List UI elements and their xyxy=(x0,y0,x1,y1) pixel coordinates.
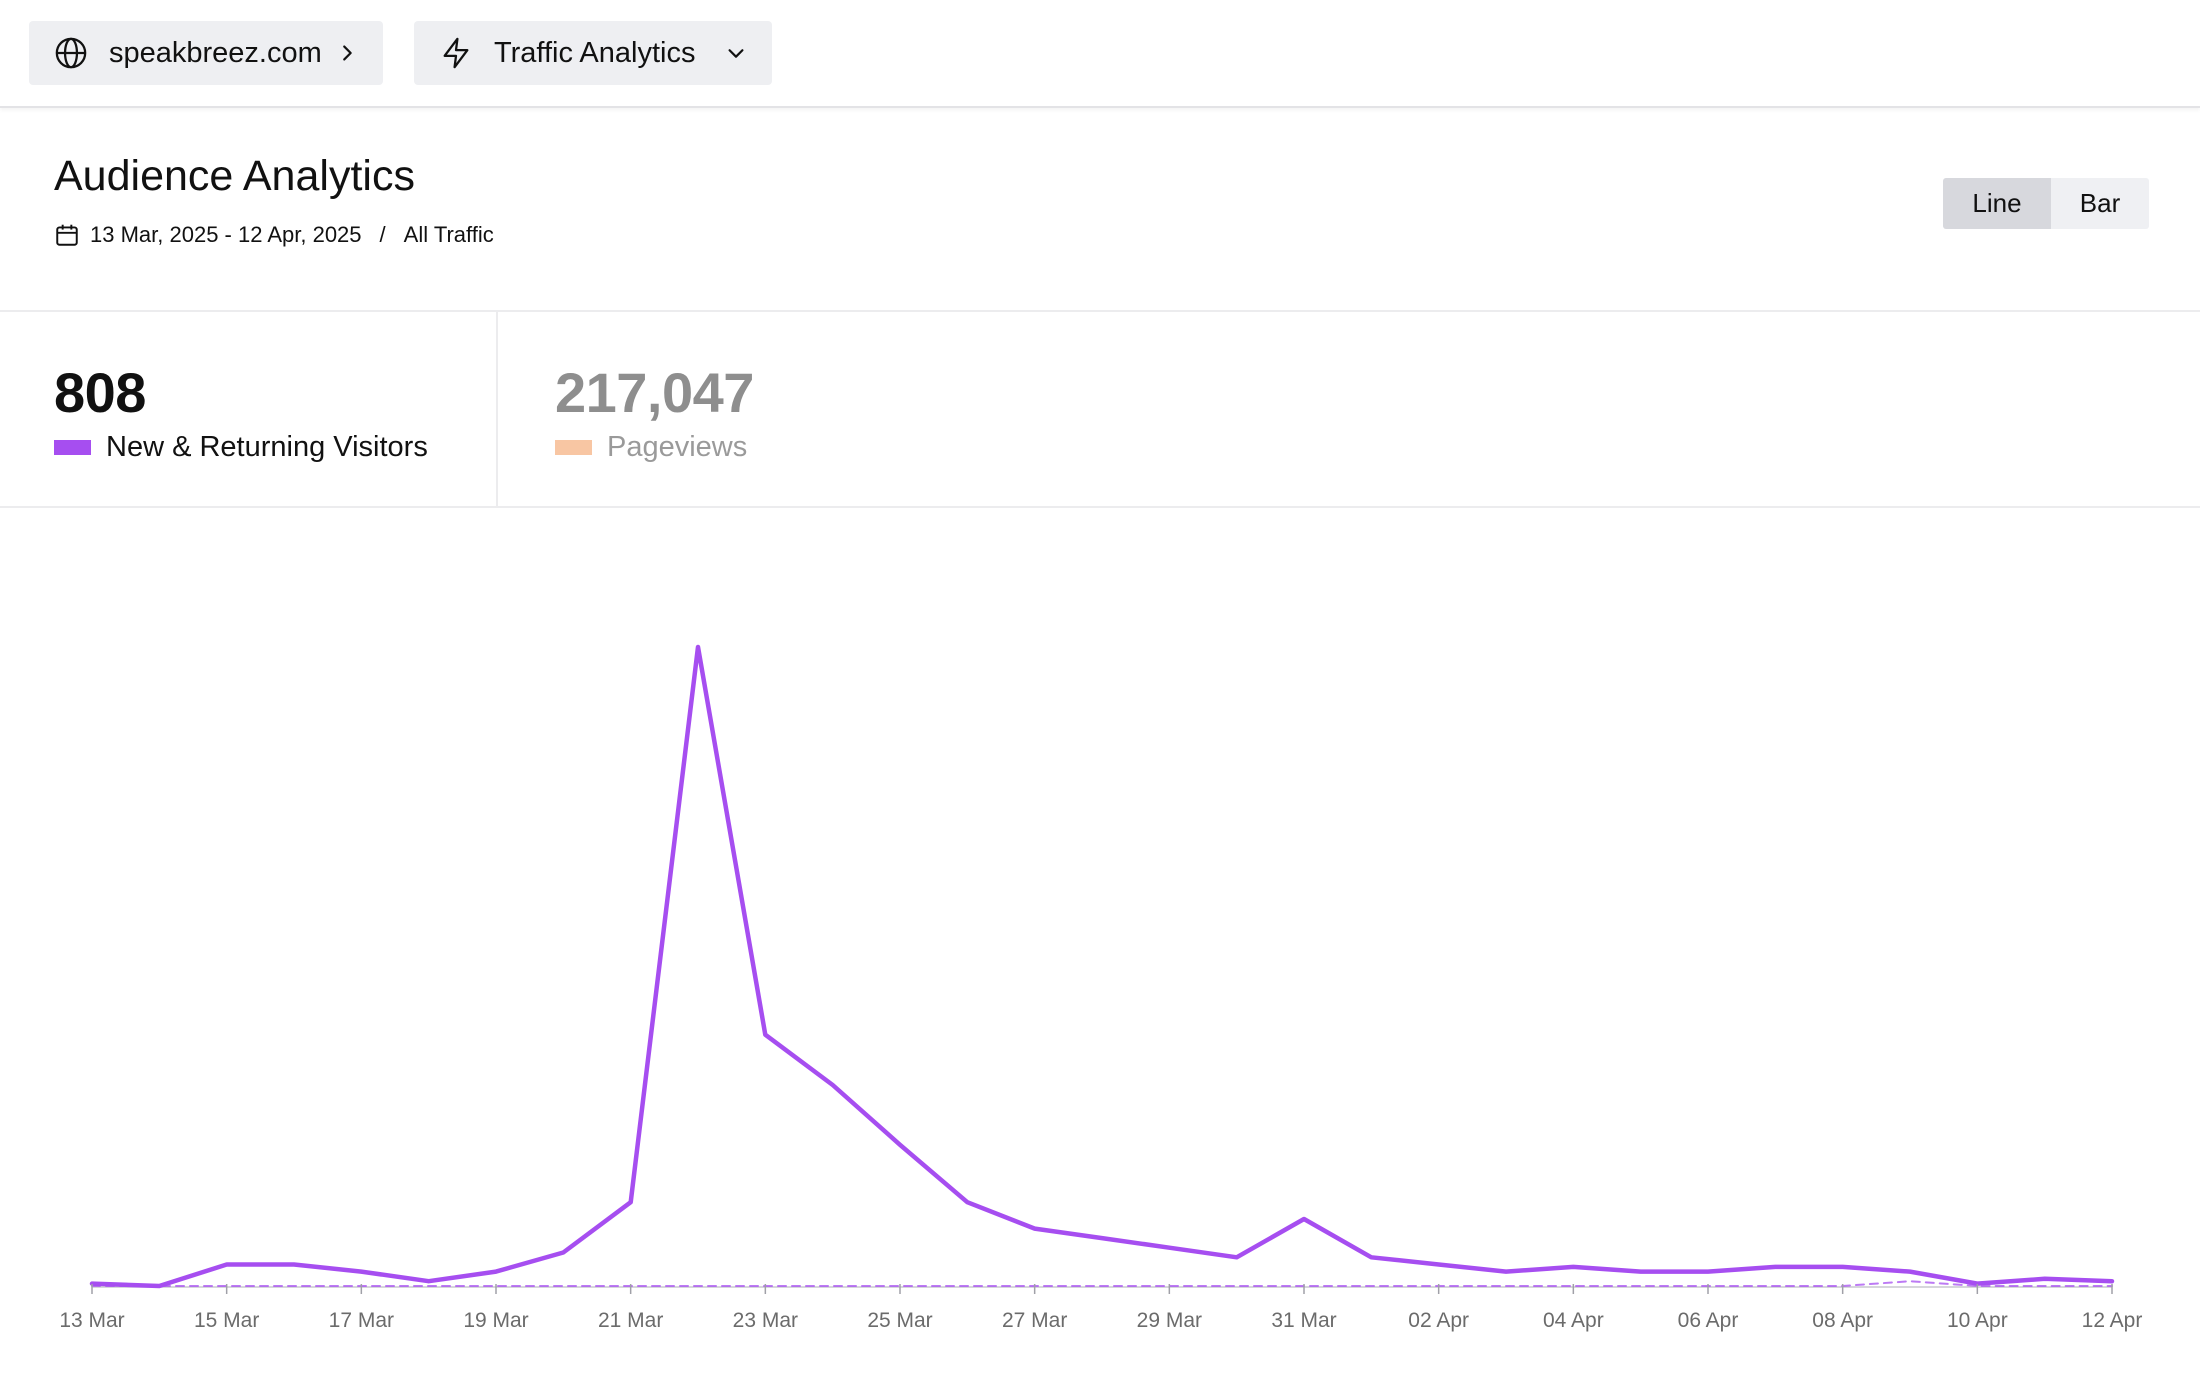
visitors-swatch xyxy=(54,440,91,455)
x-tick-label: 23 Mar xyxy=(733,1309,798,1332)
line-chart-button[interactable]: Line xyxy=(1943,178,2051,229)
meta-separator: / xyxy=(379,222,386,247)
pageviews-swatch xyxy=(555,440,592,455)
visitors-line xyxy=(89,644,2115,1289)
calendar-icon xyxy=(54,222,80,248)
page-title: Audience Analytics xyxy=(54,152,415,200)
visitors-stat[interactable]: 808 New & Returning Visitors xyxy=(54,360,428,464)
product-selector[interactable]: Traffic Analytics xyxy=(414,21,772,85)
x-tick-label: 04 Apr xyxy=(1543,1309,1604,1332)
pageviews-value: 217,047 xyxy=(555,361,754,424)
chart-canvas: 13 Mar 15 Mar 17 Mar 19 Mar 21 Mar 23 Mar 25 M… xyxy=(59,644,2143,1332)
x-tick-label: 25 Mar xyxy=(867,1309,932,1332)
visitors-line-chart: 13 Mar 15 Mar 17 Mar 19 Mar 21 Mar 23 Mar 25 M… xyxy=(0,510,2200,1380)
pageviews-stat[interactable]: 217,047 Pageviews xyxy=(555,360,754,464)
x-tick-label: 17 Mar xyxy=(329,1309,394,1332)
product-selector-label: Traffic Analytics xyxy=(494,36,696,69)
chart-type-toggle: Line Bar xyxy=(1943,178,2149,229)
x-tick-label: 08 Apr xyxy=(1812,1309,1873,1332)
x-tick-label: 27 Mar xyxy=(1002,1309,1067,1332)
x-tick-label: 13 Mar xyxy=(59,1309,124,1332)
divider xyxy=(0,506,2200,508)
divider xyxy=(0,310,2200,312)
stats-divider xyxy=(496,312,498,507)
x-tick-label: 12 Apr xyxy=(2082,1309,2143,1332)
report-meta: 13 Mar, 2025 - 12 Apr, 2025 / All Traffi… xyxy=(54,222,494,248)
chevron-right-icon xyxy=(333,39,361,67)
previous-period-line xyxy=(91,1280,2113,1287)
top-bar: speakbreez.com Traffic Analytics xyxy=(0,0,2200,108)
x-tick-label: 02 Apr xyxy=(1408,1309,1469,1332)
x-tick-label: 19 Mar xyxy=(463,1309,528,1332)
pageviews-label: Pageviews xyxy=(607,431,748,463)
x-tick-label: 15 Mar xyxy=(194,1309,259,1332)
visitors-label: New & Returning Visitors xyxy=(106,431,428,463)
globe-icon xyxy=(51,33,91,73)
x-tick-label: 06 Apr xyxy=(1678,1309,1739,1332)
x-tick-label: 10 Apr xyxy=(1947,1309,2008,1332)
x-tick-label: 21 Mar xyxy=(598,1309,663,1332)
site-selector-label: speakbreez.com xyxy=(109,36,322,69)
chevron-down-icon xyxy=(722,39,750,67)
visitors-value: 808 xyxy=(54,361,146,424)
x-tick-label: 31 Mar xyxy=(1271,1309,1336,1332)
site-selector[interactable]: speakbreez.com xyxy=(29,21,383,85)
x-tick-label: 29 Mar xyxy=(1137,1309,1202,1332)
date-range[interactable]: 13 Mar, 2025 - 12 Apr, 2025 xyxy=(90,222,362,247)
bar-chart-button[interactable]: Bar xyxy=(2051,178,2149,229)
lightning-icon xyxy=(436,33,476,73)
traffic-segment[interactable]: All Traffic xyxy=(403,222,494,247)
